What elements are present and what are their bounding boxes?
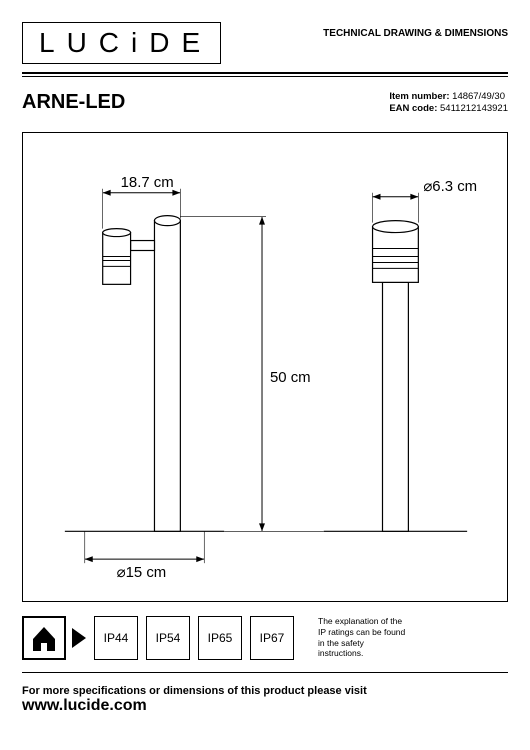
- footer-text: For more specifications or dimensions of…: [22, 685, 508, 697]
- product-meta: Item number: 14867/49/30 EAN code: 54112…: [389, 91, 508, 116]
- item-number-label: Item number:: [389, 91, 449, 102]
- ip-note-line: IP ratings can be found: [318, 627, 405, 638]
- ean-label: EAN code:: [389, 103, 437, 114]
- ip-note: The explanation of the IP ratings can be…: [318, 616, 405, 659]
- arrow-icon: [72, 628, 86, 648]
- product-name: ARNE-LED: [22, 91, 125, 116]
- item-number: 14867/49/30: [452, 91, 505, 102]
- header-title: TECHNICAL DRAWING & DIMENSIONS: [323, 22, 508, 39]
- product-row: ARNE-LED Item number: 14867/49/30 EAN co…: [22, 91, 508, 116]
- dim-height: 50 cm: [270, 369, 311, 386]
- dim-diameter-top: ⌀6.3 cm: [423, 177, 477, 194]
- footer: For more specifications or dimensions of…: [22, 685, 508, 715]
- ip-row: IP44 IP54 IP65 IP67 The explanation of t…: [22, 616, 508, 660]
- footer-url: www.lucide.com: [22, 697, 508, 715]
- ip-rating-box: IP67: [250, 616, 294, 660]
- ip-rating-box: IP54: [146, 616, 190, 660]
- ip-rating-box: IP44: [94, 616, 138, 660]
- ip-rating-box: IP65: [198, 616, 242, 660]
- dim-base: ⌀15 cm: [117, 564, 167, 581]
- divider-thick: [22, 72, 508, 74]
- ean-code: 5411212143921: [440, 103, 508, 114]
- divider-thin: [22, 76, 508, 77]
- page: LUCiDE TECHNICAL DRAWING & DIMENSIONS AR…: [0, 0, 530, 750]
- house-icon-box: [22, 616, 66, 660]
- header-row: LUCiDE TECHNICAL DRAWING & DIMENSIONS: [22, 22, 508, 64]
- brand-logo: LUCiDE: [22, 22, 221, 64]
- drawing-box: 18.7 cm ⌀15 cm 50 cm: [22, 132, 508, 602]
- technical-drawing: 18.7 cm ⌀15 cm 50 cm: [23, 133, 507, 601]
- dim-width-top: 18.7 cm: [121, 173, 174, 190]
- ip-note-line: in the safety: [318, 638, 405, 649]
- ip-note-line: The explanation of the: [318, 616, 405, 627]
- house-icon: [27, 621, 61, 655]
- divider-thin: [22, 672, 508, 673]
- ip-note-line: instructions.: [318, 648, 405, 659]
